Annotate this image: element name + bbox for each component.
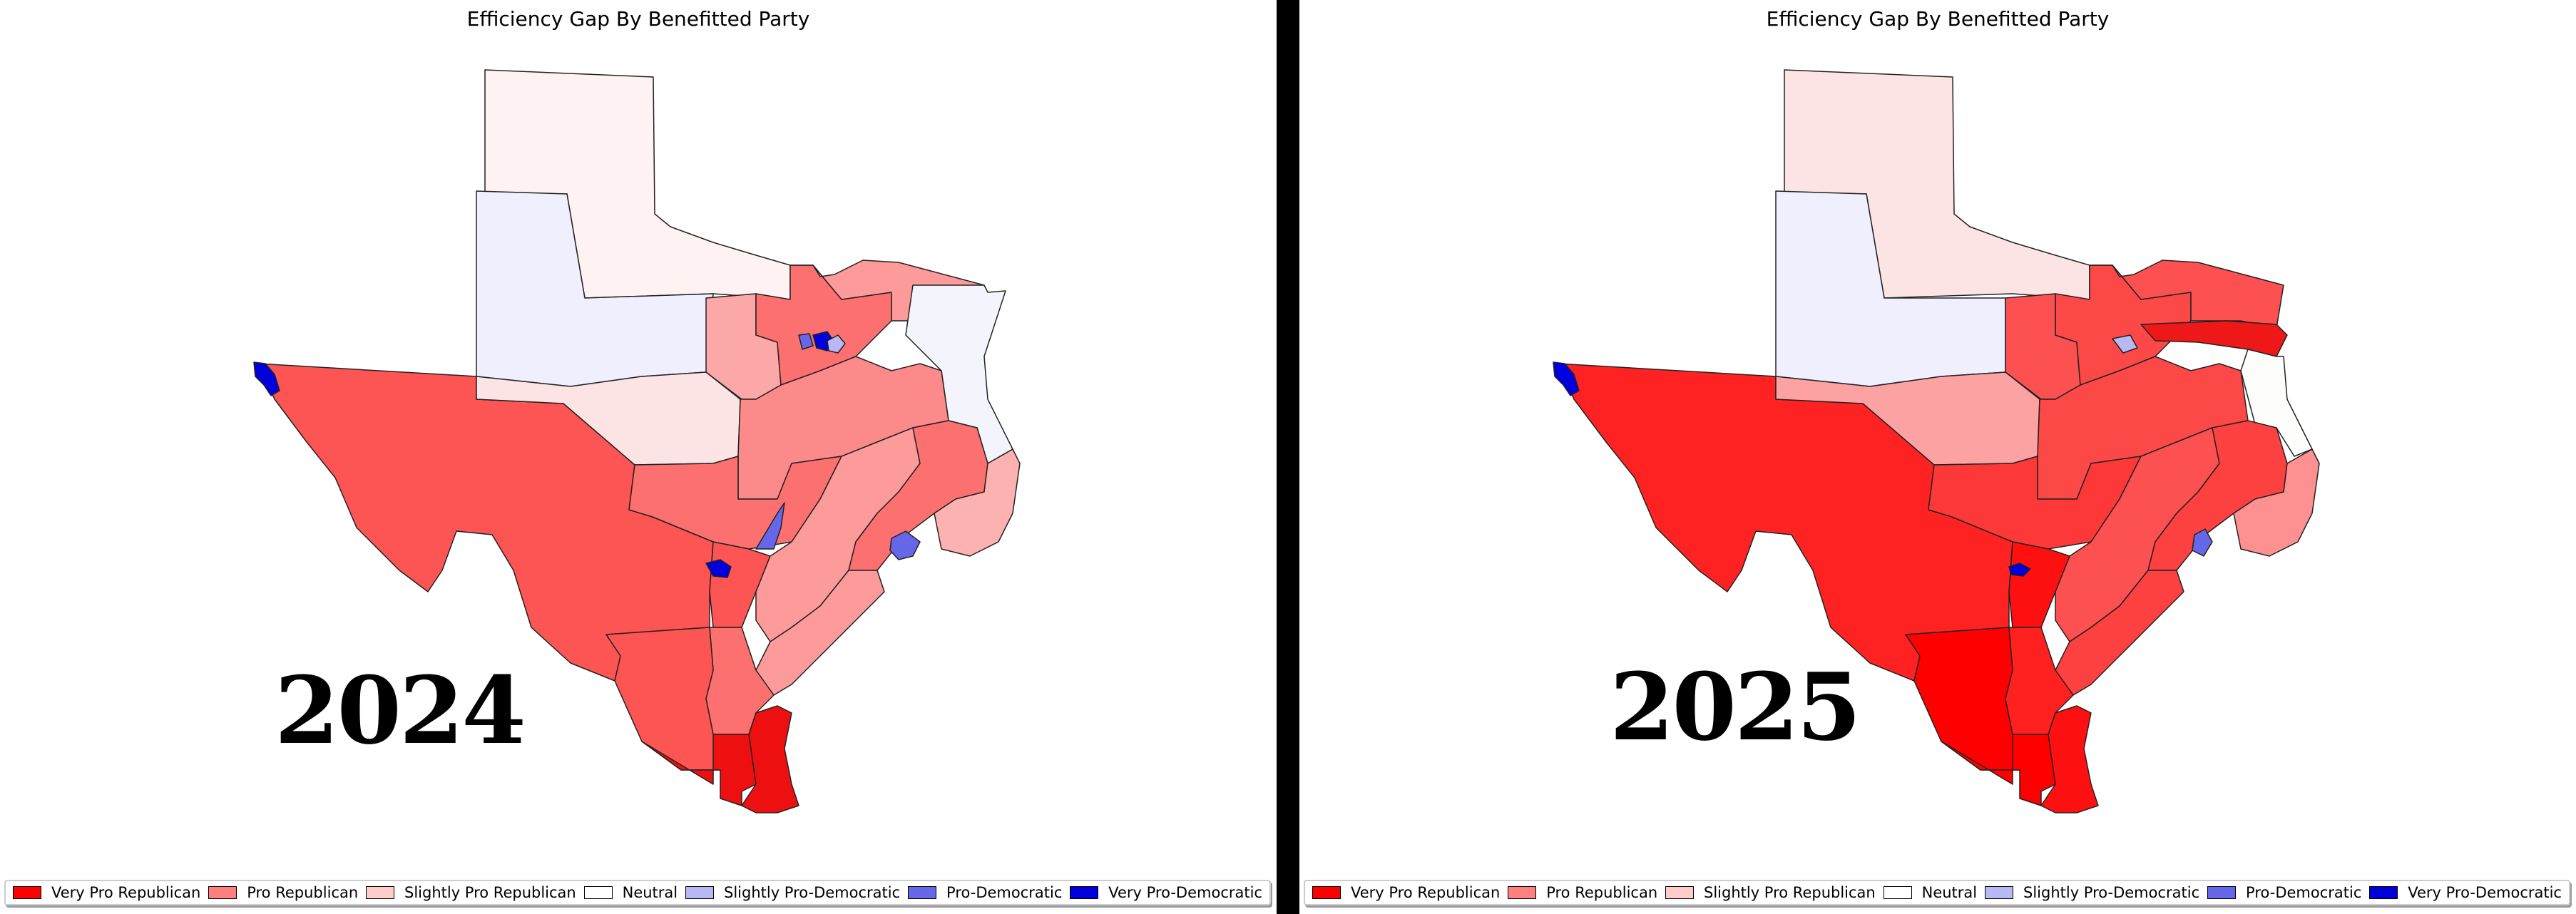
district-region [2147, 420, 2288, 571]
legend-swatch [1985, 886, 2013, 899]
legend-item: Pro-Democratic [908, 884, 1062, 901]
legend-swatch [1883, 886, 1912, 899]
district-region [2089, 260, 2284, 329]
legend-swatch [1070, 886, 1099, 899]
district-region [2240, 349, 2313, 457]
legend-item: Slightly Pro Republican [1665, 884, 1876, 901]
district-region [2233, 448, 2320, 557]
legend-swatch [583, 886, 613, 899]
legend: Very Pro Republican Pro Republican Sligh… [4, 880, 1271, 905]
legend-item: Pro-Democratic [2207, 884, 2361, 901]
legend-swatch [1665, 886, 1694, 899]
map-panel-2025: Efficiency Gap By Benefitted Party [1299, 0, 2576, 914]
legend-swatch [1312, 886, 1341, 899]
district-region [641, 734, 757, 806]
legend-swatch [908, 886, 937, 899]
legend-swatch [366, 886, 394, 899]
district-region [253, 361, 280, 396]
legend-item: Very Pro-Democratic [2369, 884, 2562, 901]
texas-district-map [1553, 69, 2320, 813]
district-region [2140, 320, 2288, 357]
panel-title: Efficiency Gap By Benefitted Party [1766, 7, 2110, 31]
district-region [2192, 528, 2213, 557]
legend-item: Neutral [1883, 884, 1977, 901]
legend-item: Very Pro Republican [1312, 884, 1500, 901]
texas-district-map [253, 69, 1021, 813]
legend-item: Slightly Pro-Democratic [685, 884, 900, 901]
legend-item: Very Pro-Democratic [1070, 884, 1262, 901]
district-region [2112, 334, 2138, 354]
legend-item: Pro Republican [208, 884, 358, 901]
legend-swatch [2207, 886, 2237, 899]
district-region [741, 705, 799, 813]
legend-item: Pro Republican [1508, 884, 1657, 901]
panel-title: Efficiency Gap By Benefitted Party [466, 7, 810, 31]
legend-item: Neutral [583, 884, 678, 901]
district-region [1553, 361, 1580, 396]
legend: Very Pro Republican Pro Republican Sligh… [1304, 880, 2570, 905]
legend-swatch [13, 886, 41, 899]
legend-swatch [1508, 886, 1537, 899]
district-region [2040, 705, 2099, 813]
year-label: 2025 [1610, 652, 1861, 761]
district-region [1941, 734, 2056, 806]
legend-swatch [2369, 886, 2398, 899]
district-region [605, 627, 721, 771]
legend-swatch [685, 886, 714, 899]
district-region [2008, 563, 2031, 577]
map-panel-2024: Efficiency Gap By Benefitted Party [0, 0, 1277, 914]
legend-swatch [208, 886, 237, 899]
legend-item: Slightly Pro Republican [366, 884, 576, 901]
district-region [705, 559, 732, 578]
district-region [889, 530, 921, 560]
district-region [934, 448, 1021, 557]
panel-divider [1277, 0, 1299, 914]
district-region [827, 334, 846, 354]
district-region [755, 502, 785, 550]
legend-item: Very Pro Republican [13, 884, 200, 901]
district-region [798, 333, 814, 350]
district-region [1905, 627, 2020, 771]
year-label: 2024 [275, 656, 526, 765]
legend-item: Slightly Pro-Democratic [1985, 884, 2199, 901]
